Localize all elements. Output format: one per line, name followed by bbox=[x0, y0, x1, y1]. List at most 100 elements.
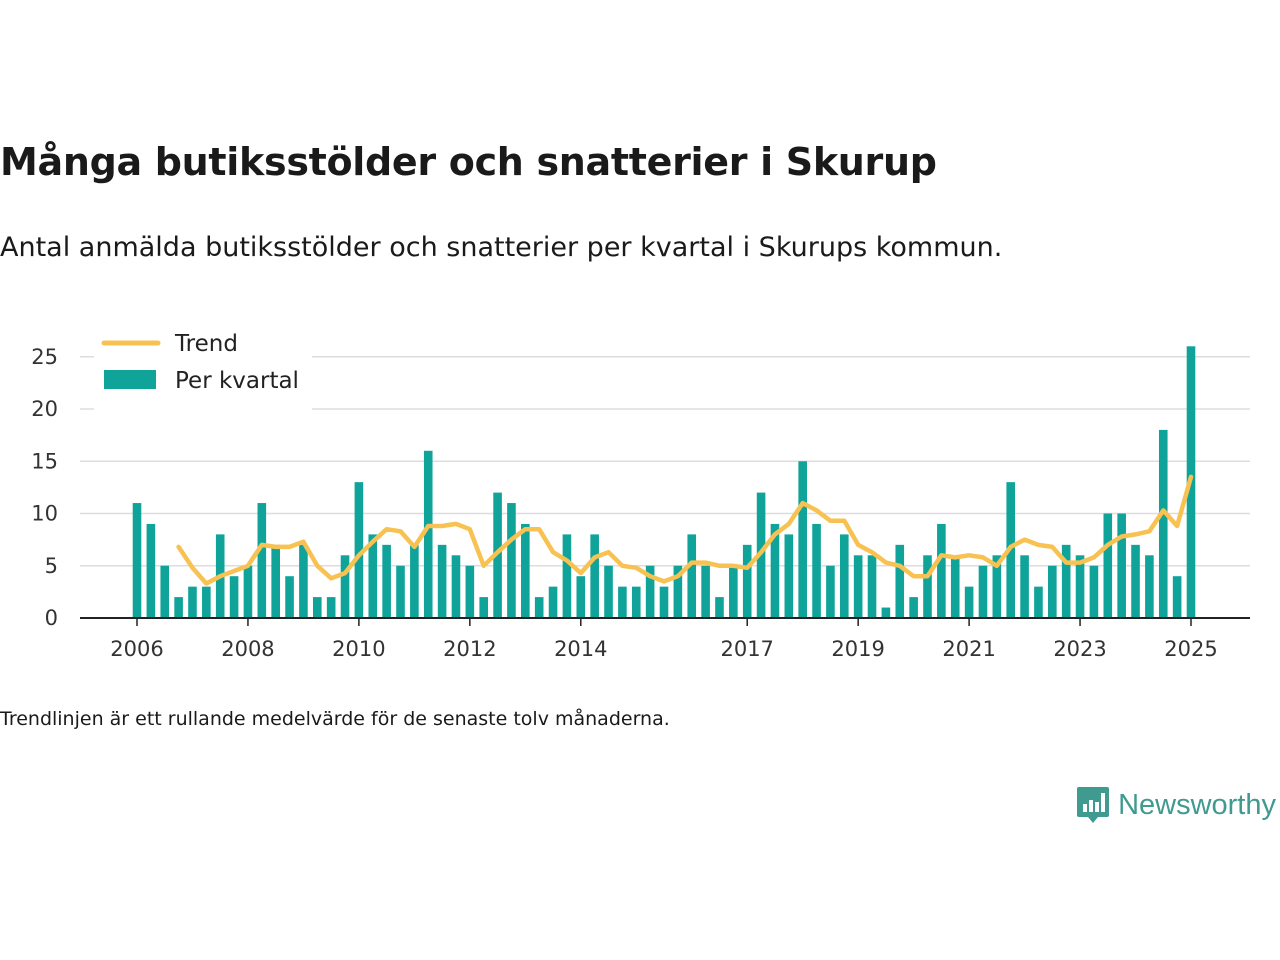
bar bbox=[590, 534, 599, 618]
bar bbox=[1089, 565, 1099, 618]
bar bbox=[312, 597, 322, 618]
bar bbox=[950, 555, 960, 618]
bar bbox=[479, 597, 489, 618]
bar bbox=[964, 586, 974, 618]
bar bbox=[507, 503, 516, 618]
bar bbox=[729, 565, 738, 618]
brand-name: Newsworthy bbox=[1118, 788, 1276, 821]
bar bbox=[354, 482, 364, 618]
footnote: Trendlinjen är ett rullande medelvärde f… bbox=[0, 708, 670, 730]
trend-line bbox=[176, 474, 1194, 586]
bar bbox=[1103, 513, 1113, 618]
bar bbox=[1061, 544, 1071, 618]
bar bbox=[604, 565, 613, 618]
bar bbox=[437, 544, 447, 618]
bar bbox=[243, 565, 253, 618]
bar bbox=[451, 555, 461, 618]
bar bbox=[923, 555, 932, 618]
legend-label-per-kvartal: Per kvartal bbox=[175, 368, 299, 394]
bar bbox=[978, 565, 988, 618]
bar bbox=[229, 576, 239, 618]
bar bbox=[1158, 429, 1168, 618]
bar bbox=[562, 534, 572, 618]
bar bbox=[146, 523, 156, 618]
x-axis: 2006 2008 2010 2012 2014 2017 2019 2021 2023 2025 bbox=[80, 617, 1250, 661]
bar bbox=[1048, 565, 1057, 618]
bar bbox=[909, 597, 918, 618]
bar bbox=[937, 523, 946, 618]
bar bbox=[798, 461, 807, 618]
bar bbox=[992, 555, 1002, 618]
bar bbox=[1075, 555, 1085, 618]
x-tick-label: 2025 bbox=[1164, 637, 1217, 661]
bar bbox=[645, 565, 655, 618]
bar bbox=[160, 565, 170, 618]
bar bbox=[174, 597, 183, 618]
legend: Trend Per kvartal bbox=[94, 326, 312, 414]
bar bbox=[784, 534, 794, 618]
bar bbox=[257, 503, 267, 618]
x-tick-label: 2023 bbox=[1053, 637, 1106, 661]
x-tick-label: 2012 bbox=[443, 637, 496, 661]
bar bbox=[576, 576, 586, 618]
x-tick-label: 2017 bbox=[720, 637, 773, 661]
y-tick-label: 15 bbox=[31, 449, 58, 473]
bar bbox=[1145, 555, 1154, 618]
x-tick-label: 2010 bbox=[332, 637, 385, 661]
bar bbox=[1034, 586, 1043, 618]
bar bbox=[423, 450, 433, 618]
trend-series bbox=[176, 474, 1194, 586]
x-tick-label: 2021 bbox=[942, 637, 995, 661]
y-tick-label: 5 bbox=[45, 554, 58, 578]
bar bbox=[812, 523, 821, 618]
x-tick-label: 2006 bbox=[110, 637, 163, 661]
bar bbox=[853, 555, 863, 618]
bar bbox=[465, 565, 475, 618]
bar bbox=[132, 503, 142, 618]
bar bbox=[340, 555, 350, 618]
y-tick-label: 0 bbox=[45, 606, 58, 630]
bar bbox=[1131, 544, 1140, 618]
y-tick-label: 25 bbox=[31, 345, 58, 369]
bar bbox=[881, 607, 891, 618]
y-tick-label: 20 bbox=[31, 397, 58, 421]
x-tick-label: 2019 bbox=[831, 637, 884, 661]
bar bbox=[839, 534, 849, 618]
bar bbox=[618, 586, 627, 618]
bar bbox=[548, 586, 558, 618]
bar bbox=[715, 597, 724, 618]
bar bbox=[534, 597, 544, 618]
newsworthy-logo-icon bbox=[1077, 787, 1110, 823]
bar bbox=[826, 565, 835, 618]
bar bbox=[410, 544, 419, 618]
bar bbox=[867, 555, 877, 618]
brand-logo: Newsworthy bbox=[1076, 785, 1276, 825]
bar bbox=[368, 534, 378, 618]
bar bbox=[687, 534, 697, 618]
bar bbox=[742, 544, 752, 618]
bar bbox=[521, 523, 530, 618]
bar bbox=[895, 544, 905, 618]
bar bbox=[631, 586, 641, 618]
bar bbox=[188, 586, 197, 618]
bar bbox=[1020, 555, 1029, 618]
bar bbox=[396, 565, 405, 618]
y-axis-ticks: 0 5 10 15 20 25 bbox=[31, 345, 58, 630]
bar bbox=[673, 565, 683, 618]
y-tick-label: 10 bbox=[31, 502, 58, 526]
bar bbox=[285, 576, 294, 618]
bar bbox=[299, 544, 308, 618]
legend-label-trend: Trend bbox=[174, 331, 238, 357]
x-tick-label: 2008 bbox=[221, 637, 274, 661]
chart-subtitle: Antal anmälda butiksstölder och snatteri… bbox=[0, 232, 1003, 263]
bar bbox=[202, 586, 211, 618]
bar bbox=[1172, 576, 1182, 618]
chart-title: Många butiksstölder och snatterier i Sku… bbox=[0, 140, 937, 184]
bar bbox=[659, 586, 669, 618]
bar bbox=[382, 544, 391, 618]
bar bbox=[770, 523, 780, 618]
bar bbox=[701, 565, 710, 618]
bar bbox=[1117, 513, 1126, 618]
legend-bar-swatch bbox=[104, 370, 156, 389]
